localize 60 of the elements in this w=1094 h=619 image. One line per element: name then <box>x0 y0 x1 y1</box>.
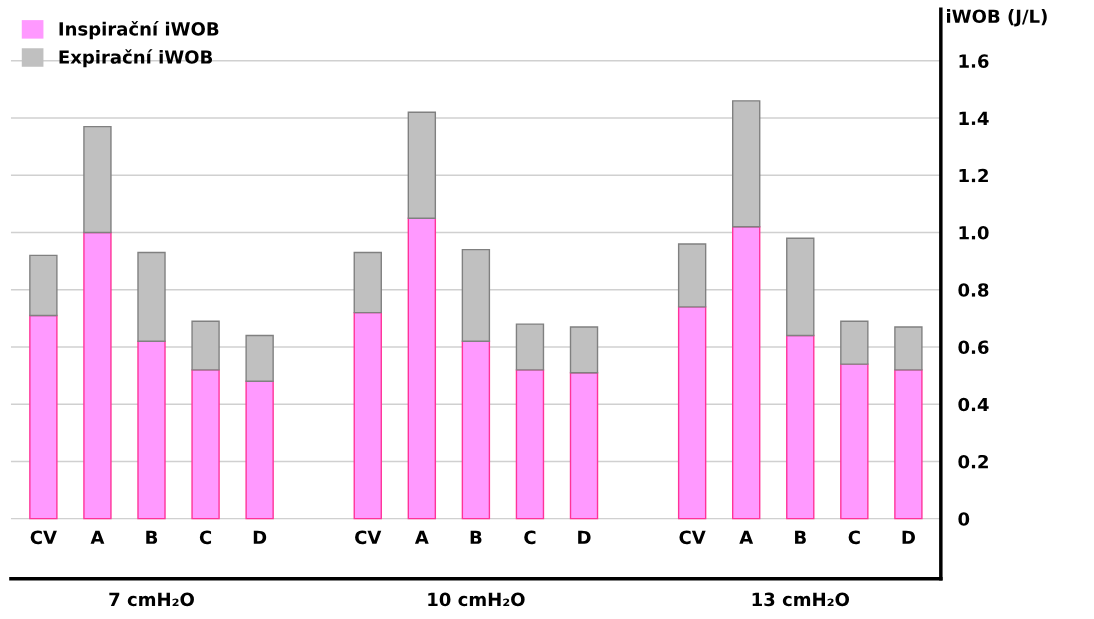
text: 7 cmH₂O <box>109 592 194 607</box>
x-tick-label: B <box>795 530 806 544</box>
x-tick-label: A <box>414 530 429 544</box>
text: 10 cmH₂O <box>428 592 525 607</box>
y-tick-label: 0.4 <box>958 397 989 412</box>
x-tick-label: D <box>902 530 915 544</box>
bar <box>515 323 545 371</box>
legend-label: Expirační iWOB <box>59 49 213 68</box>
y-tick-label: 1.6 <box>959 54 989 68</box>
bar <box>245 334 274 383</box>
bar <box>245 380 274 520</box>
bar <box>515 369 545 520</box>
bar <box>894 326 923 371</box>
y-tick-label: 1.0 <box>959 225 989 240</box>
bar <box>731 226 761 520</box>
y-tick-label: 0 <box>958 512 970 526</box>
x-tick-label: C <box>199 530 212 545</box>
bar <box>786 334 815 520</box>
bar <box>786 237 815 337</box>
bar <box>407 217 437 520</box>
x-tick-label: B <box>146 530 158 544</box>
bar <box>353 311 382 520</box>
x-tick-label: A <box>739 530 754 544</box>
x-tick-label: C <box>524 530 536 545</box>
y-tick-label: 0.2 <box>958 454 988 469</box>
bar <box>29 314 58 520</box>
x-tick-label: D <box>578 530 591 544</box>
y-axis-title: iWOB (J/L) <box>947 9 1047 27</box>
bar <box>83 231 112 520</box>
x-tick-label: A <box>90 530 105 544</box>
bar <box>461 340 491 520</box>
text: 13 cmH₂O <box>752 592 850 607</box>
x-tick-label: C <box>848 530 860 545</box>
x-tick-label: CV <box>355 530 382 545</box>
bar <box>461 248 491 342</box>
bar <box>894 369 923 520</box>
bar <box>731 100 761 228</box>
y-tick-label: 1.2 <box>959 168 988 183</box>
bar <box>191 369 220 520</box>
bar <box>569 372 599 520</box>
y-tick-label: 0.8 <box>958 283 989 297</box>
x-tick-label: B <box>470 530 482 544</box>
x-tick-label: CV <box>30 530 57 545</box>
bar <box>407 111 437 219</box>
bar <box>677 243 707 308</box>
bar <box>353 251 382 314</box>
bar <box>137 251 166 342</box>
y-tick-label: 0.6 <box>958 340 989 355</box>
x-tick-label: D <box>253 530 267 544</box>
bar <box>29 254 58 317</box>
bar <box>191 320 220 371</box>
x-tick-label: CV <box>679 530 706 545</box>
y-tick-label: 1.4 <box>959 111 989 125</box>
bar <box>840 363 869 520</box>
bar <box>840 320 869 365</box>
bar <box>83 125 112 234</box>
bar <box>569 326 599 374</box>
bar <box>137 340 166 520</box>
legend-label: Inspirační iWOB <box>59 21 219 40</box>
bar <box>677 306 707 520</box>
